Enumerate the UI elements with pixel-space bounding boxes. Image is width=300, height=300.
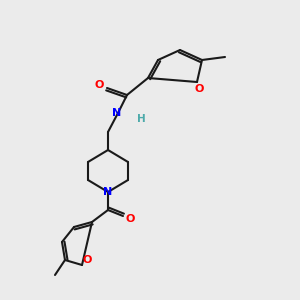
Text: O: O	[125, 214, 135, 224]
Text: O: O	[194, 84, 204, 94]
Text: H: H	[136, 114, 146, 124]
Text: N: N	[112, 108, 122, 118]
Text: O: O	[82, 255, 92, 265]
Text: N: N	[103, 187, 112, 197]
Text: O: O	[94, 80, 104, 90]
